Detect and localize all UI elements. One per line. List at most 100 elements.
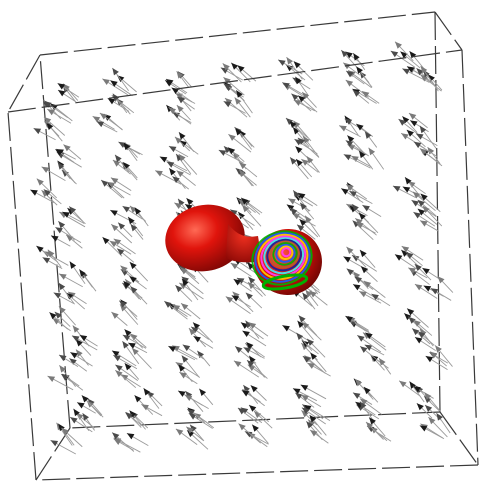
arrow-head [168,346,176,352]
arrow-head [401,249,409,257]
arrow-head [50,440,59,447]
field-arrow [248,404,269,423]
field-arrow [55,226,82,244]
field-arrow [115,364,139,381]
arrow-head [309,415,317,423]
arrow-head [235,168,243,175]
arrow-head [143,388,151,396]
field-arrow [251,424,269,444]
field-arrow [119,303,139,325]
arrow-head [301,407,310,415]
field-arrow [368,417,386,437]
arrow-head [218,149,227,156]
field-arrow [181,276,204,295]
arrow-head [427,147,435,155]
arrow-head [225,296,234,303]
field-arrow [406,308,429,328]
field-arrow [282,324,309,341]
arrow-head [419,148,428,156]
arrow-head [166,161,175,168]
field-arrow [36,245,59,263]
arrow-head [435,345,442,353]
field-arrow [286,56,303,80]
field-arrow [174,136,191,152]
arrow-head [346,70,354,78]
field-arrow [168,345,196,361]
arrow-head [285,64,294,72]
arrow-head [290,208,298,215]
arrow-head [59,354,67,362]
field-arrow [237,407,259,424]
arrow-head [339,125,347,132]
arrow-head [293,99,302,106]
field-arrow [412,191,436,212]
field-arrow [352,52,366,71]
arrow-head [408,113,417,120]
field-arrow [345,70,365,85]
arrow-head [353,53,360,61]
arrow-head [408,267,416,274]
arrow-head [254,411,262,419]
arrow-head [187,409,195,416]
arrow-head [349,205,357,213]
field-arrow [61,427,83,448]
arrow-head [114,154,122,163]
arrow-head [128,342,136,349]
field-arrow [285,117,308,139]
field-arrow [247,281,263,297]
field-arrow [129,275,147,290]
field-arrow [190,326,210,340]
arrow-head [400,51,408,59]
field-arrow [113,438,134,451]
field-arrow [87,398,103,416]
field-arrow [243,347,265,359]
field-arrow [188,412,213,429]
arrow-head [361,91,370,98]
arrow-head [228,134,236,141]
arrow-head [302,356,311,363]
field-arrow [302,135,320,158]
contour-ring [275,243,296,263]
arrow-head [238,211,245,220]
arrow-head [53,292,62,299]
arrow-head [355,218,363,225]
arrow-head [107,98,116,105]
field-arrow [124,328,144,349]
arrow-head [181,276,189,284]
arrow-head [310,429,318,437]
arrow-head [36,178,44,186]
arrow-head [73,408,80,417]
arrow-head [353,271,361,279]
field-arrow [244,431,269,445]
arrow-head [186,426,194,434]
arrow-head [235,346,243,353]
arrow-head [289,120,297,129]
field-arrow [390,50,416,68]
arrow-head [61,169,69,177]
arrow-head [301,394,309,402]
arrow-head [223,83,231,90]
arrow-head [249,355,256,364]
arrow-head [131,347,139,356]
arrow-head [346,184,354,191]
arrow-head [247,282,256,290]
field-arrow [241,204,262,227]
field-arrow [76,401,96,414]
field-arrow [230,262,252,277]
field-arrow [230,62,251,83]
arrow-head [241,197,249,205]
field-arrow [427,146,441,165]
arrow-head [96,121,105,128]
arrow-head [112,160,121,167]
arrow-head [113,438,122,445]
field-arrow [358,150,374,170]
field-arrow [185,426,204,441]
field-arrow [420,193,441,213]
arrow-head [231,62,239,70]
field-arrow [434,345,453,367]
field-arrow [129,261,149,282]
arrow-head [252,424,259,432]
arrow-head [67,207,75,215]
field-arrow [172,176,190,190]
arrow-head [420,220,428,227]
